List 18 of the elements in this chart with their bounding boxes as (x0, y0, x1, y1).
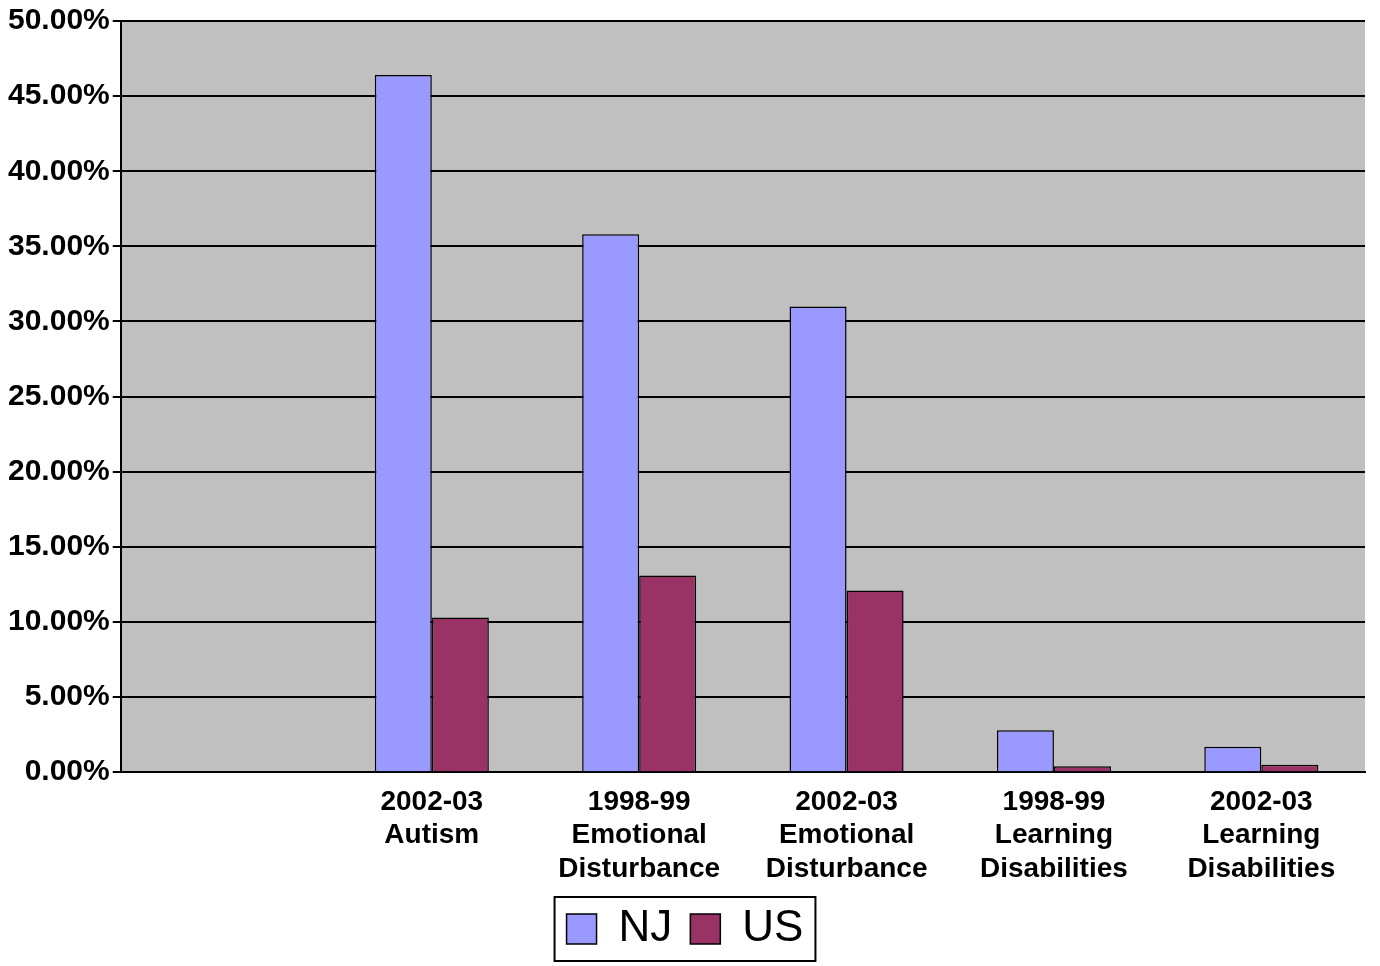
y-tick-label: 15.00% (8, 528, 110, 562)
legend-label: US (742, 901, 804, 951)
y-tick-label: 25.00% (8, 377, 110, 411)
y-tick-label: 30.00% (8, 302, 110, 336)
x-tick-label: 2002-03 Emotional Disturbance (765, 784, 928, 883)
y-tick-label: 35.00% (8, 227, 110, 261)
x-tick-label: 2002-03 Learning Disabilities (1187, 784, 1336, 883)
y-tick-label: 0.00% (24, 753, 110, 787)
y-tick-label: 50.00% (8, 2, 110, 36)
x-tick-label: 1998-99 Learning Disabilities (980, 784, 1128, 883)
legend-label: NJ (618, 901, 673, 951)
y-tick-label: 40.00% (8, 152, 110, 186)
y-tick-label: 5.00% (24, 678, 110, 712)
x-tick-label: 1998-99 Emotional Disturbance (558, 784, 721, 883)
y-tick-label: 20.00% (8, 452, 110, 486)
x-tick-label: 2002-03 Autism (380, 784, 484, 850)
y-tick-label: 10.00% (8, 603, 110, 637)
y-tick-label: 45.00% (8, 77, 110, 111)
